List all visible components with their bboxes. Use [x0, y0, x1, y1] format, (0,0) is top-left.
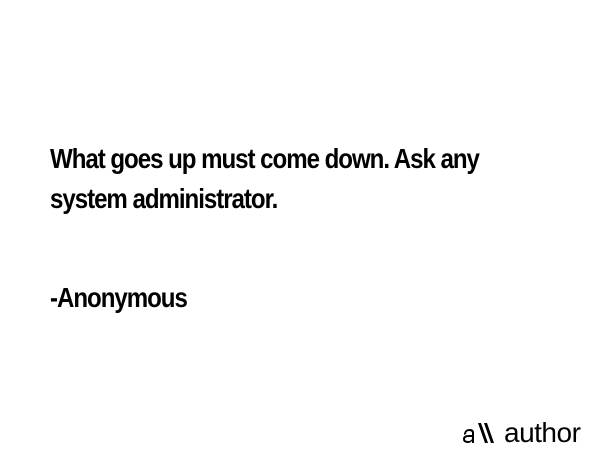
allauthor-wordmark: author: [504, 417, 581, 448]
quote-attribution: -Anonymous: [50, 282, 188, 313]
allauthor-logo: author: [462, 417, 581, 448]
quote-text: What goes up must come down. Ask any sys…: [50, 139, 592, 219]
quote-line-2: system administrator.: [50, 183, 278, 214]
allauthor-logo-icon: [463, 423, 494, 443]
quote-line-1: What goes up must come down. Ask any: [50, 143, 480, 174]
